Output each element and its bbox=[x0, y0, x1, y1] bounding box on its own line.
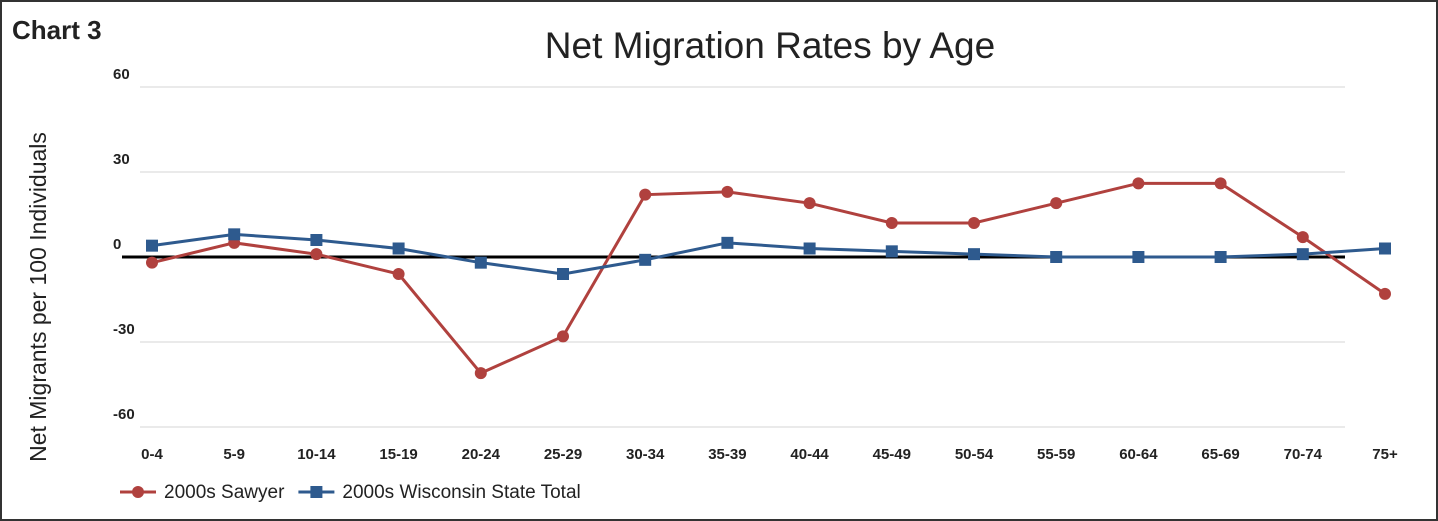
data-point bbox=[1050, 197, 1063, 210]
x-tick-label: 0-4 bbox=[141, 446, 163, 463]
data-point bbox=[310, 248, 323, 261]
x-tick-label: 30-34 bbox=[626, 446, 665, 463]
legend-marker bbox=[132, 486, 144, 498]
data-point bbox=[1296, 231, 1309, 244]
x-tick-label: 20-24 bbox=[462, 446, 501, 463]
data-point bbox=[1214, 251, 1227, 263]
series-line bbox=[151, 232, 1386, 276]
y-axis-label: Net Migrants per 100 Individuals bbox=[25, 132, 51, 462]
x-tick-label: 5-9 bbox=[223, 446, 245, 463]
legend-marker bbox=[310, 486, 323, 498]
data-point bbox=[146, 256, 158, 269]
x-tick-label: 70-74 bbox=[1284, 446, 1323, 463]
y-tick-label: 30 bbox=[113, 151, 130, 168]
x-tick-label: 60-64 bbox=[1119, 446, 1158, 463]
data-point bbox=[1050, 251, 1063, 263]
data-point bbox=[721, 185, 734, 198]
x-tick-label: 55-59 bbox=[1037, 446, 1075, 463]
data-point bbox=[885, 217, 898, 229]
data-point bbox=[1132, 177, 1145, 190]
y-tick-label: -30 bbox=[113, 321, 135, 338]
data-point bbox=[557, 330, 569, 343]
data-point bbox=[310, 234, 323, 246]
legend-label: 2000s Wisconsin State Total bbox=[342, 482, 580, 503]
data-point bbox=[392, 242, 405, 255]
data-point bbox=[721, 236, 734, 249]
x-tick-label: 35-39 bbox=[708, 446, 746, 463]
x-tick-label: 40-44 bbox=[790, 446, 829, 463]
data-point bbox=[474, 256, 487, 269]
legend-label: 2000s Sawyer bbox=[164, 482, 285, 503]
data-point bbox=[639, 188, 652, 201]
data-point bbox=[639, 253, 652, 266]
chart-title: Net Migration Rates by Age bbox=[545, 25, 995, 66]
data-point bbox=[1296, 248, 1309, 261]
y-tick-label: 60 bbox=[113, 66, 130, 83]
data-point bbox=[1379, 242, 1391, 255]
data-point bbox=[968, 248, 980, 261]
x-tick-label: 45-49 bbox=[873, 446, 911, 463]
data-point bbox=[803, 242, 816, 255]
x-tick-label: 65-69 bbox=[1201, 446, 1239, 463]
chart-label: Chart 3 bbox=[12, 15, 102, 45]
data-point bbox=[228, 228, 241, 241]
data-point bbox=[392, 268, 405, 280]
x-tick-label: 10-14 bbox=[297, 446, 336, 463]
data-point bbox=[1379, 287, 1391, 300]
x-tick-label: 75+ bbox=[1372, 446, 1398, 463]
y-tick-label: 0 bbox=[113, 236, 121, 253]
data-point bbox=[557, 268, 569, 280]
x-tick-label: 50-54 bbox=[955, 446, 994, 463]
series-line bbox=[151, 181, 1386, 376]
data-point bbox=[885, 245, 898, 258]
data-point bbox=[968, 217, 980, 229]
x-tick-label: 25-29 bbox=[544, 446, 582, 463]
data-point bbox=[1214, 177, 1227, 190]
data-point bbox=[803, 197, 816, 210]
data-point bbox=[146, 239, 158, 252]
y-tick-label: -60 bbox=[113, 406, 135, 423]
data-point bbox=[474, 367, 487, 380]
data-point bbox=[1132, 251, 1145, 263]
x-tick-label: 15-19 bbox=[379, 446, 417, 463]
